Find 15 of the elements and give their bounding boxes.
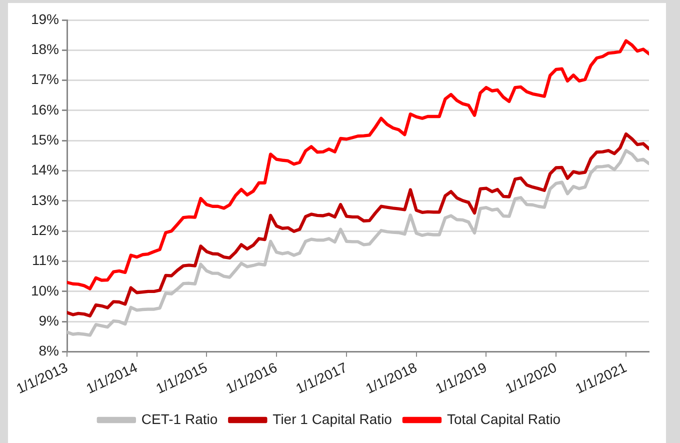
legend-label: Tier 1 Capital Ratio	[272, 410, 392, 427]
y-tick-label: 9%	[38, 312, 59, 328]
y-tick-label: 14%	[30, 162, 59, 178]
y-tick-label: 10%	[30, 282, 59, 298]
y-tick-label: 13%	[30, 192, 59, 208]
legend-label: CET-1 Ratio	[141, 410, 218, 427]
y-tick-label: 15%	[30, 131, 59, 148]
y-tick-label: 11%	[32, 252, 59, 268]
y-tick-label: 18%	[30, 41, 59, 58]
y-tick-label: 12%	[30, 222, 59, 238]
legend-label: Total Capital Ratio	[446, 410, 561, 427]
y-tick-label: 8%	[38, 342, 59, 359]
y-tick-label: 16%	[30, 101, 59, 118]
y-tick-label: 17%	[30, 71, 59, 88]
y-tick-label: 19%	[30, 10, 59, 27]
